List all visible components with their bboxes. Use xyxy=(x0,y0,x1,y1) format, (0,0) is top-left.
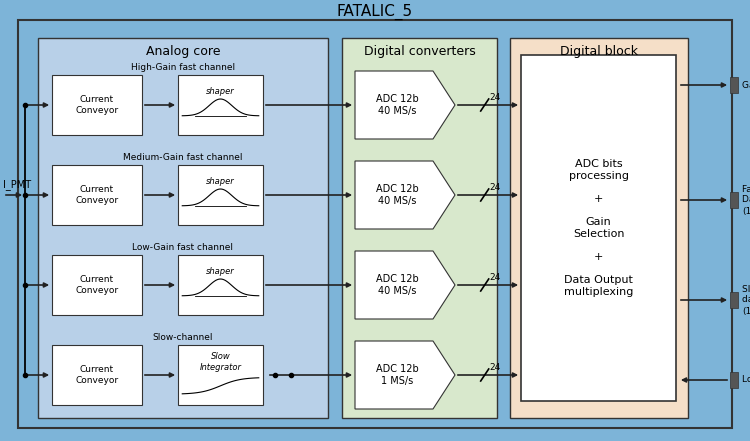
Bar xyxy=(510,38,688,418)
Bar xyxy=(178,345,263,405)
Bar xyxy=(178,255,263,315)
Text: shaper: shaper xyxy=(206,177,235,186)
Text: Current
Conveyor: Current Conveyor xyxy=(76,95,118,115)
Bar xyxy=(730,372,738,388)
Text: Gain flag: Gain flag xyxy=(742,81,750,90)
Text: Current
Conveyor: Current Conveyor xyxy=(76,185,118,205)
Text: shaper: shaper xyxy=(206,267,235,277)
Bar xyxy=(342,38,497,418)
Polygon shape xyxy=(355,251,455,319)
Bar xyxy=(38,38,328,418)
Text: FATALIC_5: FATALIC_5 xyxy=(337,4,413,20)
Text: Digital block: Digital block xyxy=(560,45,638,57)
Text: High-Gain fast channel: High-Gain fast channel xyxy=(131,63,235,71)
Polygon shape xyxy=(355,341,455,409)
Bar xyxy=(52,165,142,225)
Text: 24: 24 xyxy=(490,93,501,102)
Bar xyxy=(730,77,738,93)
Bar xyxy=(730,292,738,308)
Text: Current
Conveyor: Current Conveyor xyxy=(76,275,118,295)
Bar xyxy=(52,255,142,315)
Text: 24: 24 xyxy=(490,183,501,193)
Text: Medium-Gain fast channel: Medium-Gain fast channel xyxy=(123,153,243,161)
Text: Fast channels
Data output
(12b@80MHz): Fast channels Data output (12b@80MHz) xyxy=(742,185,750,215)
Bar xyxy=(178,75,263,135)
Text: Slow
Integrator: Slow Integrator xyxy=(200,352,242,371)
Text: 24: 24 xyxy=(490,273,501,283)
Text: ADC 12b
1 MS/s: ADC 12b 1 MS/s xyxy=(376,364,419,386)
Text: ADC 12b
40 MS/s: ADC 12b 40 MS/s xyxy=(376,94,419,116)
Text: ADC bits
processing

+

Gain
Selection

+

Data Output
multiplexing: ADC bits processing + Gain Selection + D… xyxy=(564,159,633,297)
Text: Analog core: Analog core xyxy=(146,45,220,57)
Text: shaper: shaper xyxy=(206,87,235,96)
Text: 24: 24 xyxy=(490,363,501,373)
Text: Current
Conveyor: Current Conveyor xyxy=(76,365,118,385)
Polygon shape xyxy=(355,71,455,139)
Text: Digital converters: Digital converters xyxy=(364,45,476,57)
Text: ADC 12b
40 MS/s: ADC 12b 40 MS/s xyxy=(376,184,419,206)
Text: Slow-channel: Slow-channel xyxy=(153,333,213,341)
Text: I_PMT: I_PMT xyxy=(3,179,31,191)
Polygon shape xyxy=(355,161,455,229)
Bar xyxy=(730,192,738,208)
Bar xyxy=(52,75,142,135)
Bar xyxy=(521,55,676,401)
Bar xyxy=(178,165,263,225)
Text: Low gain sel.: Low gain sel. xyxy=(742,375,750,385)
Bar xyxy=(52,345,142,405)
Text: ADC 12b
40 MS/s: ADC 12b 40 MS/s xyxy=(376,274,419,296)
Text: Low-Gain fast channel: Low-Gain fast channel xyxy=(133,243,233,251)
Text: Slow channel
data output
(1b@20MHz: Slow channel data output (1b@20MHz xyxy=(742,285,750,315)
